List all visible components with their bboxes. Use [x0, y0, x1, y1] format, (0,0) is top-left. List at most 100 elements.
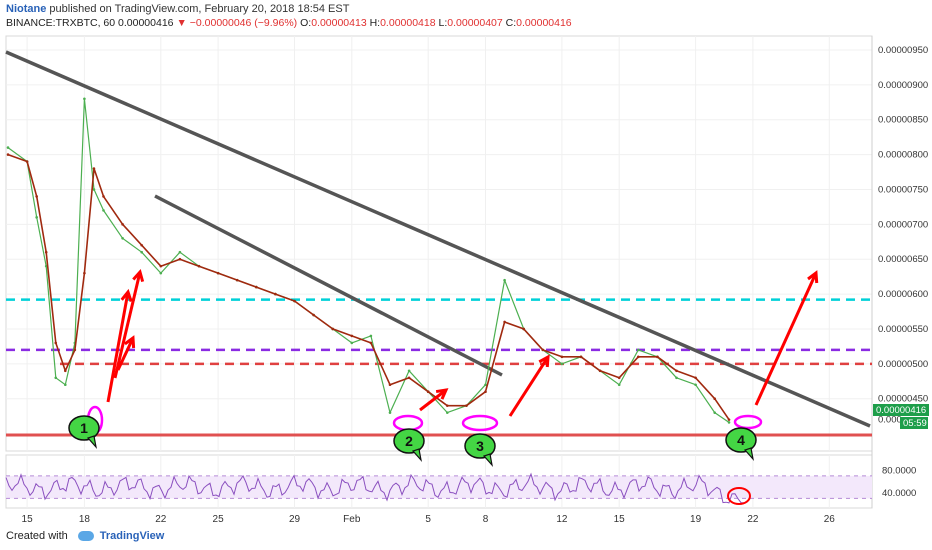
high-value: 0.00000418 — [380, 17, 436, 29]
ema-series-point — [102, 195, 105, 198]
x-tick-label: Feb — [343, 514, 361, 525]
arrow-1b — [113, 268, 145, 379]
arrow-2 — [419, 388, 449, 412]
arrow-1a — [106, 288, 133, 403]
badge-bubble — [393, 428, 425, 454]
ema-series-point — [522, 327, 525, 331]
badge-number: 4 — [737, 432, 745, 448]
ema-series-point — [83, 271, 86, 275]
y-tick-label: 0.00000700 — [878, 219, 928, 230]
badge-bubble — [725, 427, 757, 453]
ema-series-point — [388, 383, 392, 387]
arrow-2-head — [435, 388, 449, 400]
open-label: O: — [300, 17, 312, 29]
rsi-line — [5, 472, 745, 504]
arrow-1c — [116, 335, 136, 371]
ema-series-point — [25, 160, 29, 163]
x-tick-label: 18 — [79, 514, 91, 525]
ema-series-point — [465, 404, 468, 407]
created-with-label: Created with — [6, 530, 68, 542]
ema-series-point — [64, 369, 67, 373]
ema-series-point — [293, 299, 296, 303]
ema-series-point — [331, 327, 335, 331]
arrow-1b-head — [132, 268, 145, 283]
badge-tail — [743, 447, 754, 461]
ema-series-point — [35, 195, 38, 198]
badge-bubble — [68, 415, 100, 441]
badge-1: 1 — [68, 415, 100, 449]
ema-series-point — [121, 223, 124, 226]
price-series-point — [92, 188, 96, 191]
x-tick-label: 25 — [213, 514, 225, 525]
tradingview-brand-link[interactable]: TradingView — [99, 530, 165, 542]
price-series-point — [484, 383, 487, 387]
arrow-3-shaft — [508, 356, 550, 417]
countdown-tag — [900, 417, 928, 429]
symbol-label: BINANCE:TRXBTC, 60 — [6, 17, 116, 29]
price-series-point — [121, 236, 124, 240]
price-series-point — [675, 376, 678, 380]
tradingview-logo-icon — [77, 531, 94, 541]
ema-series-point — [92, 167, 96, 170]
countdown-tag-label: 05:59 — [903, 418, 927, 429]
y-tick-label: 0.00000600 — [878, 289, 928, 300]
price-series-point — [369, 334, 373, 338]
badge-tail — [482, 453, 493, 467]
x-tick-label: 15 — [614, 514, 626, 525]
arrow-4 — [754, 270, 819, 406]
price-series-point — [388, 411, 392, 414]
ema-series-point — [637, 355, 640, 359]
ema-series-point — [579, 355, 583, 359]
arrow-4-shaft — [754, 272, 818, 406]
x-tick-label: 22 — [747, 514, 759, 525]
price-change: ▼ −0.00000046 (−9.96%) — [176, 17, 298, 29]
arrow-1c-shaft — [116, 337, 135, 371]
published-text: published on TradingView.com, February 2… — [49, 3, 350, 15]
ema-series-point — [44, 250, 48, 254]
x-tick-label: 22 — [155, 514, 167, 525]
ema-series-point — [369, 341, 373, 345]
y-tick-label: 0.00000850 — [878, 115, 928, 126]
price-series-point — [64, 383, 67, 387]
badge-number: 2 — [405, 433, 413, 449]
ema-series-point — [446, 404, 449, 407]
badge-tail — [411, 448, 422, 462]
x-tick-label: 12 — [556, 514, 568, 525]
ema-series-point — [312, 313, 315, 317]
ema-series-point — [426, 390, 430, 394]
arrow-1c-head — [124, 335, 136, 349]
ema-series-point — [216, 271, 220, 275]
ema-series-point — [407, 376, 411, 380]
price-series-point — [560, 362, 564, 366]
ema-series-point — [73, 348, 77, 352]
price-pane — [5, 35, 873, 452]
low-value: 0.00000407 — [447, 17, 503, 29]
badge-tail — [86, 435, 97, 449]
price-series-point — [727, 421, 731, 424]
ema-series-point — [727, 418, 731, 421]
y-tick-label: 0.00000450 — [878, 394, 928, 405]
arrow-1b-shaft — [113, 271, 142, 379]
rsi-tick-label: 40.0000 — [882, 488, 916, 499]
rsi-band — [6, 475, 872, 499]
rsi-low-circle — [727, 487, 751, 505]
arrow-2-shaft — [419, 388, 447, 412]
last-price-tag — [873, 404, 929, 416]
price-series-point — [159, 271, 163, 275]
footer: Created with TradingView — [6, 530, 164, 542]
y-tick-label: 0.000 — [878, 415, 902, 426]
close-value: 0.00000416 — [516, 17, 572, 29]
price-series-point — [446, 411, 449, 414]
price-series-point — [407, 369, 411, 373]
y-tick-label: 0.00000950 — [878, 45, 928, 56]
low-circle-3 — [461, 414, 499, 432]
author-link[interactable]: Niotane — [6, 3, 47, 15]
price-series-point — [83, 97, 86, 101]
ema-series-point — [178, 257, 182, 261]
y-tick-label: 0.00000500 — [878, 359, 928, 370]
ema-series-point — [54, 341, 58, 345]
x-tick-label: 29 — [289, 514, 301, 525]
ema-series-point — [656, 355, 659, 359]
open-value: 0.00000413 — [311, 17, 367, 29]
